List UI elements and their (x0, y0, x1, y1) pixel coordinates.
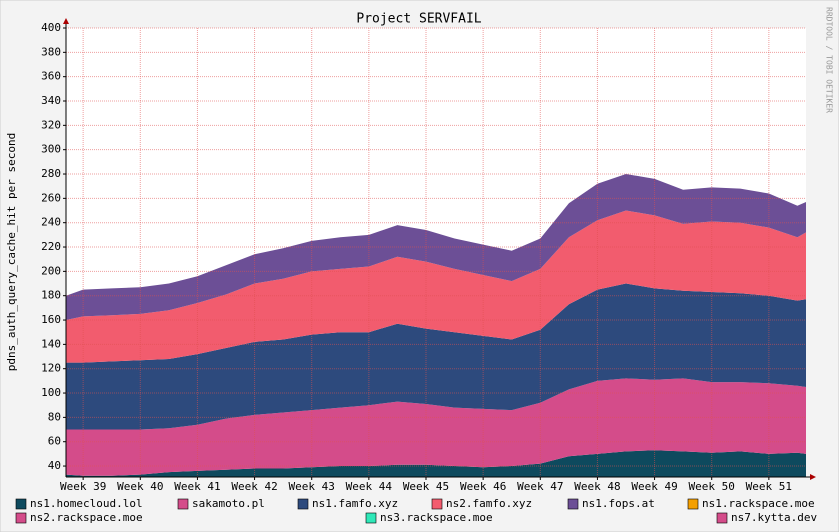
area (66, 450, 806, 477)
x-tick-label: Week 46 (460, 480, 506, 493)
legend-swatch (716, 512, 728, 524)
y-tick-label: 40 (48, 459, 61, 472)
y-tick-label: 400 (41, 21, 61, 34)
y-tick-label: 220 (41, 240, 61, 253)
legend: ns1.homecloud.lol sakamoto.pl ns1.famfo.xy… (15, 497, 817, 524)
y-tick-label: 60 (48, 435, 61, 448)
y-tick-label: 140 (41, 337, 61, 350)
x-tick-label: Week 45 (403, 480, 449, 493)
legend-swatch (177, 498, 189, 510)
y-tick-label: 300 (41, 143, 61, 156)
y-tick-label: 380 (41, 45, 61, 58)
y-tick-label: 200 (41, 264, 61, 277)
legend-label: ns1.homecloud.lol (30, 497, 143, 510)
legend-label: sakamoto.pl (192, 497, 265, 510)
x-tick-label: Week 48 (574, 480, 620, 493)
y-tick-label: 240 (41, 216, 61, 229)
x-tick-label: Week 51 (746, 480, 792, 493)
y-tick-label: 160 (41, 313, 61, 326)
legend-label: ns7.kytta.dev (731, 511, 817, 524)
y-tick-label: 360 (41, 70, 61, 83)
x-tick-label: Week 41 (174, 480, 220, 493)
x-tick-label: Week 40 (117, 480, 163, 493)
area (66, 378, 806, 476)
y-tick-label: 120 (41, 362, 61, 375)
y-tick-label: 280 (41, 167, 61, 180)
legend-label: ns3.rackspace.moe (380, 511, 493, 524)
legend-swatch (431, 498, 443, 510)
x-tick-label: Week 44 (346, 480, 393, 493)
legend-label: ns2.rackspace.moe (30, 511, 143, 524)
legend-swatch (297, 498, 309, 510)
y-tick-label: 260 (41, 191, 61, 204)
legend-label: ns1.fops.at (582, 497, 655, 510)
x-tick-label: Week 47 (517, 480, 563, 493)
x-tick-label: Week 42 (231, 480, 277, 493)
legend-swatch (687, 498, 699, 510)
legend-label: ns1.rackspace.moe (702, 497, 815, 510)
legend-label: ns1.famfo.xyz (312, 497, 398, 510)
x-tick-label: Week 50 (689, 480, 735, 493)
chart-title: Project SERVFAIL (356, 12, 481, 27)
y-tick-label: 100 (41, 386, 61, 399)
y-tick-label: 180 (41, 289, 61, 302)
watermark: RRDTOOL / TOBI OETIKER (825, 7, 834, 113)
y-tick-label: 320 (41, 118, 61, 131)
x-tick-label: Week 43 (289, 480, 335, 493)
axis-arrow (63, 18, 69, 24)
y-tick-label: 340 (41, 94, 61, 107)
x-tick-label: Week 49 (631, 480, 677, 493)
area (66, 210, 806, 363)
legend-swatch (365, 512, 377, 524)
legend-swatch (15, 498, 27, 510)
axis-arrow (810, 474, 816, 480)
legend-swatch (567, 498, 579, 510)
y-axis-label: pdns_auth_query_cache_hit per second (5, 133, 18, 371)
y-tick-label: 80 (48, 410, 61, 423)
x-tick-label: Week 39 (60, 480, 106, 493)
grid (66, 27, 806, 477)
legend-label: ns2.famfo.xyz (446, 497, 532, 510)
legend-swatch (15, 512, 27, 524)
